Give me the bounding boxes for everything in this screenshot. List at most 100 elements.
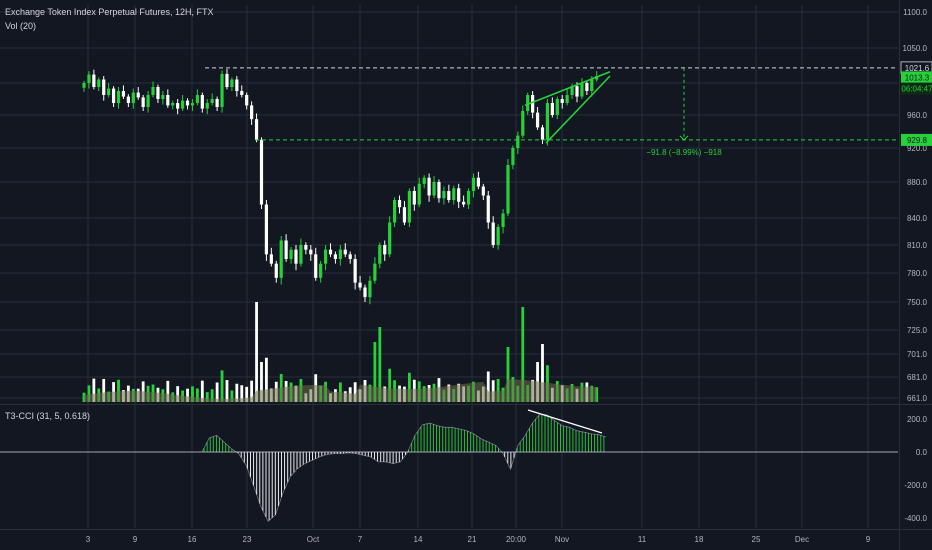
candle-body xyxy=(383,245,387,255)
volume-bar xyxy=(200,380,204,402)
candle xyxy=(432,176,436,199)
time-tick-label: 11 xyxy=(638,535,647,544)
candle xyxy=(565,89,569,106)
price-tag: 06:04:47 xyxy=(901,82,932,95)
volume-bar xyxy=(260,362,263,402)
candle xyxy=(176,99,180,115)
time-tick-label: Nov xyxy=(555,535,569,544)
candle-body xyxy=(491,222,495,245)
candle xyxy=(427,173,431,202)
candle-body xyxy=(323,249,328,264)
candle xyxy=(422,175,426,189)
price-tag-label: 929.8 xyxy=(907,136,928,145)
volume-bar xyxy=(186,388,189,402)
candle xyxy=(442,186,446,205)
cci-tick-label: 0.0 xyxy=(916,448,928,457)
candle xyxy=(185,98,190,110)
candle-body xyxy=(427,177,431,196)
price-tag: 1013.3 xyxy=(901,71,932,84)
volume-bar xyxy=(87,385,91,402)
candle-body xyxy=(590,79,594,91)
volume-legend: Vol (20) xyxy=(5,21,37,31)
candle xyxy=(161,91,165,105)
candle xyxy=(383,240,387,261)
candle xyxy=(151,81,155,98)
candle xyxy=(476,171,480,190)
time-tick-label: 18 xyxy=(695,535,704,544)
candle-body xyxy=(141,97,145,107)
candle xyxy=(126,94,130,107)
candle-body xyxy=(565,95,569,103)
measure-arrow xyxy=(679,135,689,141)
cci-line xyxy=(201,413,607,522)
candle xyxy=(452,185,456,205)
candle-body xyxy=(388,222,392,255)
candle xyxy=(294,245,298,271)
candle-body xyxy=(171,103,175,106)
candle-body xyxy=(259,139,264,205)
time-tick-label: 7 xyxy=(358,535,363,544)
price-tick-label: 780.0 xyxy=(907,269,928,278)
price-tick-label: 725.0 xyxy=(907,326,928,335)
volume-bar xyxy=(250,380,254,402)
candle-body xyxy=(240,91,244,95)
volume-bar xyxy=(245,386,249,402)
candle-body xyxy=(412,191,416,205)
candle-body xyxy=(333,254,338,259)
wedge-lower-line xyxy=(545,75,611,144)
candle-body xyxy=(250,105,254,120)
candle xyxy=(156,84,160,103)
candle xyxy=(116,87,121,109)
price-tag-label: 1021.6 xyxy=(905,64,930,73)
candle xyxy=(205,99,209,115)
candle xyxy=(368,275,372,305)
candle xyxy=(264,200,269,261)
candle xyxy=(358,275,362,291)
candle-body xyxy=(102,79,106,95)
candle xyxy=(516,131,520,154)
candle xyxy=(412,186,416,211)
price-axis: 1100.01050.01000.0960.0920.0880.0840.081… xyxy=(900,8,932,403)
candle-body xyxy=(176,103,180,109)
cci-histogram xyxy=(203,414,605,521)
candle xyxy=(107,83,111,98)
candle xyxy=(215,96,219,111)
candle xyxy=(580,78,584,99)
candle-body xyxy=(358,282,362,288)
candle xyxy=(141,95,145,111)
candle-body xyxy=(111,88,116,103)
price-tick-label: 880.0 xyxy=(907,178,928,187)
candle xyxy=(585,80,589,95)
volume-bar xyxy=(166,380,170,402)
measure-label: −91.8 (−8.99%) −918 xyxy=(646,148,722,157)
candle xyxy=(373,257,377,284)
candle-body xyxy=(378,245,382,264)
candle xyxy=(304,242,308,255)
candle xyxy=(353,254,357,290)
candle-body xyxy=(309,249,313,255)
candle xyxy=(363,284,367,302)
candle xyxy=(245,92,249,110)
candle-body xyxy=(131,92,135,103)
candle-body xyxy=(195,95,199,103)
candle-body xyxy=(555,99,559,115)
price-tick-label: 1050.0 xyxy=(903,44,928,53)
candle xyxy=(338,245,342,266)
candle-body xyxy=(442,191,446,199)
candle-body xyxy=(161,95,165,99)
candle-body xyxy=(535,112,540,128)
candle xyxy=(240,85,244,98)
candle xyxy=(235,76,239,97)
volume-ma-area xyxy=(84,379,597,402)
volume-bar xyxy=(353,382,357,402)
candle xyxy=(136,87,140,100)
time-tick-label: 14 xyxy=(414,535,423,544)
candle xyxy=(299,238,303,267)
wedge-upper-line xyxy=(524,71,611,107)
candle xyxy=(555,96,559,120)
candle xyxy=(392,197,397,227)
candle-body xyxy=(121,91,126,97)
candle-body xyxy=(452,188,456,200)
candle-body xyxy=(328,249,333,255)
